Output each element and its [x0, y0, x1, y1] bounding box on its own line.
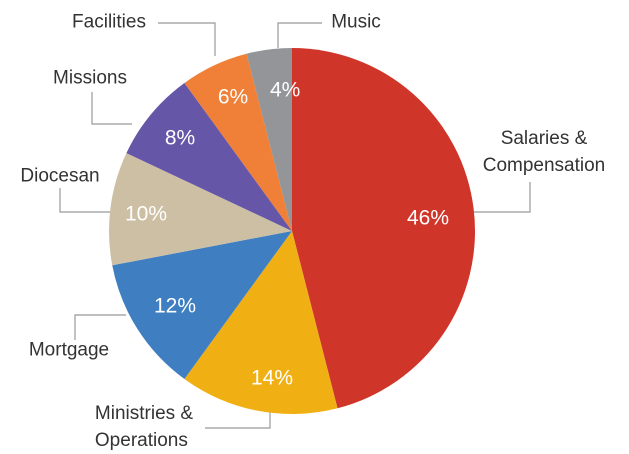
- value-label: 6%: [217, 85, 249, 109]
- leader-lines: [59, 22, 531, 429]
- value-label: 12%: [153, 294, 197, 318]
- category-label: Music: [331, 11, 381, 33]
- value-label: 4%: [270, 77, 300, 104]
- pie-slice: [184, 231, 338, 415]
- leader-line: [74, 314, 126, 340]
- value-label: 10%: [124, 202, 168, 226]
- pie-slice: [184, 53, 292, 231]
- leader-line: [277, 22, 322, 48]
- category-label: Diocesan: [20, 165, 100, 187]
- pie-slice: [292, 48, 476, 409]
- value-label: 14%: [250, 366, 294, 390]
- pie-slice: [246, 48, 292, 231]
- value-label: 46%: [406, 206, 450, 230]
- category-label: Facilities: [72, 11, 146, 33]
- category-label: Salaries & Compensation: [482, 128, 606, 176]
- pie-slice: [126, 82, 292, 231]
- leader-line: [91, 92, 132, 125]
- pie-slice: [112, 231, 293, 380]
- category-label: Ministries & Operations: [94, 403, 194, 451]
- pie-slice: [109, 153, 293, 266]
- category-label: Missions: [53, 67, 127, 89]
- leader-line: [158, 22, 216, 56]
- leader-line: [59, 188, 110, 213]
- leader-line: [472, 182, 531, 213]
- category-label: Mortgage: [28, 339, 110, 361]
- value-label: 8%: [164, 126, 196, 150]
